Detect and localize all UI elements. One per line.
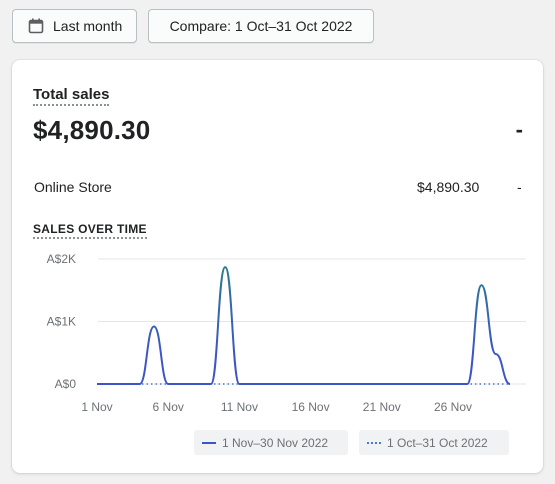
total-sales-card: Total sales $4,890.30 - Online Store $4,… [12,60,543,473]
x-tick-label: 6 Nov [153,400,184,414]
total-sales-label[interactable]: Total sales [33,86,110,106]
legend-dotted-line-icon [367,441,381,444]
legend-item-compare[interactable]: 1 Oct–31 Oct 2022 [359,430,509,455]
y-tick-label: A$2K [47,252,76,266]
total-sales-delta: - [515,117,523,142]
x-tick-label: 26 Nov [434,400,472,414]
sales-over-time-chart[interactable]: A$2K A$1K A$0 1 Nov 6 Nov 11 Nov 16 Nov 21 Nov… [12,60,543,473]
sales-over-time-label[interactable]: SALES OVER TIME [33,222,147,239]
x-tick-label: 21 Nov [363,400,401,414]
legend-solid-line-icon [202,441,216,444]
legend-label-compare: 1 Oct–31 Oct 2022 [387,435,488,450]
calendar-icon [27,17,45,35]
date-range-label: Last month [53,18,123,34]
channel-value: $4,890.30 [417,179,480,195]
total-sales-value: $4,890.30 [33,115,151,145]
channel-name: Online Store [34,179,112,195]
date-range-button[interactable]: Last month [12,9,137,43]
channel-delta: - [517,179,522,195]
x-tick-label: 11 Nov [221,400,258,414]
compare-button[interactable]: Compare: 1 Oct–31 Oct 2022 [148,9,374,43]
x-tick-label: 16 Nov [292,400,330,414]
legend-label-current: 1 Nov–30 Nov 2022 [222,435,329,450]
series-line-current [97,266,511,385]
compare-label: Compare: 1 Oct–31 Oct 2022 [169,18,353,34]
y-tick-label: A$0 [55,377,77,391]
legend-item-current[interactable]: 1 Nov–30 Nov 2022 [194,430,348,455]
y-tick-label: A$1K [47,315,76,329]
x-tick-label: 1 Nov [81,400,112,414]
